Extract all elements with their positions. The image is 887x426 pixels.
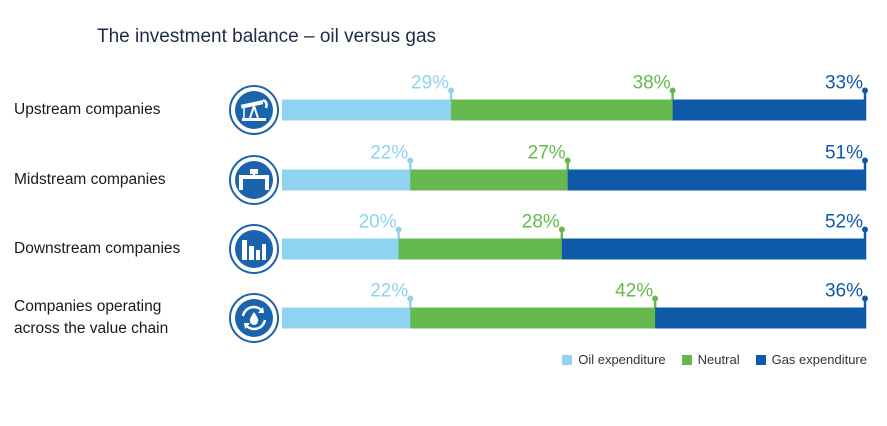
data-label: 42%	[615, 281, 653, 302]
legend-swatch	[681, 354, 692, 365]
bar-segment-neutral	[410, 169, 568, 191]
bar-segment-neutral	[451, 99, 673, 121]
oil-pump-icon-part	[240, 100, 264, 109]
data-label: 22%	[370, 281, 408, 302]
segment-marker-dot	[558, 226, 565, 233]
bar-segment-neutral	[410, 307, 656, 329]
data-label: 52%	[825, 212, 863, 233]
category-label-line: Companies operating	[14, 298, 162, 315]
category-label: Midstream companies	[14, 169, 166, 191]
legend-item: Gas expenditure	[755, 352, 867, 367]
value-chain-cycle-icon-part	[258, 307, 264, 313]
category-label: Companies operating across the value chai…	[14, 296, 168, 340]
value-chain-cycle-icon	[229, 293, 279, 343]
bar-segment-oil-expenditure	[282, 238, 399, 260]
legend-item: Neutral	[681, 352, 740, 367]
bar-segment-oil-expenditure	[282, 307, 411, 329]
data-label: 20%	[359, 212, 397, 233]
segment-marker-dot	[652, 295, 659, 302]
data-label: 22%	[370, 143, 408, 164]
segment-marker-dot	[669, 87, 676, 94]
chart-title: The investment balance – oil versus gas	[97, 26, 437, 47]
segment-marker-dot	[862, 226, 868, 233]
data-label: 36%	[825, 281, 863, 302]
category-label-line: Midstream companies	[14, 171, 166, 188]
oil-pump-icon-part	[262, 98, 268, 109]
refinery-icon-part	[242, 240, 247, 260]
data-label: 28%	[522, 212, 560, 233]
bar-segment-gas-expenditure	[561, 238, 865, 260]
category-label-line: across the value chain	[14, 320, 169, 337]
data-label: 29%	[411, 73, 449, 94]
icon-disc	[235, 91, 273, 129]
pipeline-icon	[229, 155, 279, 205]
category-label-line: Upstream companies	[14, 101, 161, 118]
legend-label: Gas expenditure	[771, 352, 867, 367]
refinery-icon	[229, 224, 279, 274]
bar-segment-gas-expenditure	[567, 169, 865, 191]
refinery-icon-part	[249, 246, 254, 260]
bar-segment-gas-expenditure	[672, 99, 865, 121]
legend-label: Neutral	[697, 352, 740, 367]
bar-segment-neutral	[398, 238, 562, 260]
segment-marker-dot	[407, 295, 414, 302]
data-label: 38%	[633, 73, 671, 94]
legend-item: Oil expenditure	[562, 352, 666, 367]
refinery-icon-part	[262, 244, 266, 260]
bar-segment-oil-expenditure	[282, 169, 411, 191]
segment-marker-dot	[862, 295, 868, 302]
data-label: 33%	[825, 73, 863, 94]
category-label: Upstream companies	[14, 99, 160, 121]
legend-label: Oil expenditure	[578, 352, 666, 367]
segment-marker-dot	[862, 87, 868, 94]
legend-swatch	[755, 354, 766, 365]
value-chain-cycle-icon-part	[249, 312, 259, 325]
oil-pump-icon-part	[242, 118, 266, 121]
legend: Oil expenditure Neutral Gas expenditure	[562, 352, 867, 367]
category-label: Downstream companies	[14, 238, 180, 260]
refinery-icon-part	[256, 250, 260, 260]
bar-segment-gas-expenditure	[655, 307, 865, 329]
icon-disc	[235, 161, 273, 199]
pipeline-icon-part	[250, 169, 258, 174]
segment-marker-dot	[395, 226, 402, 233]
data-label: 27%	[528, 143, 566, 164]
segment-marker-dot	[407, 157, 414, 164]
bar-segment-oil-expenditure	[282, 99, 452, 121]
data-label: 51%	[825, 143, 863, 164]
legend-swatch	[562, 354, 573, 365]
segment-marker-dot	[862, 157, 868, 164]
oil-pump-icon	[229, 85, 279, 135]
category-label-line: Downstream companies	[14, 240, 181, 257]
segment-marker-dot	[564, 157, 571, 164]
value-chain-cycle-icon-part	[244, 323, 250, 329]
segment-marker-dot	[448, 87, 455, 94]
